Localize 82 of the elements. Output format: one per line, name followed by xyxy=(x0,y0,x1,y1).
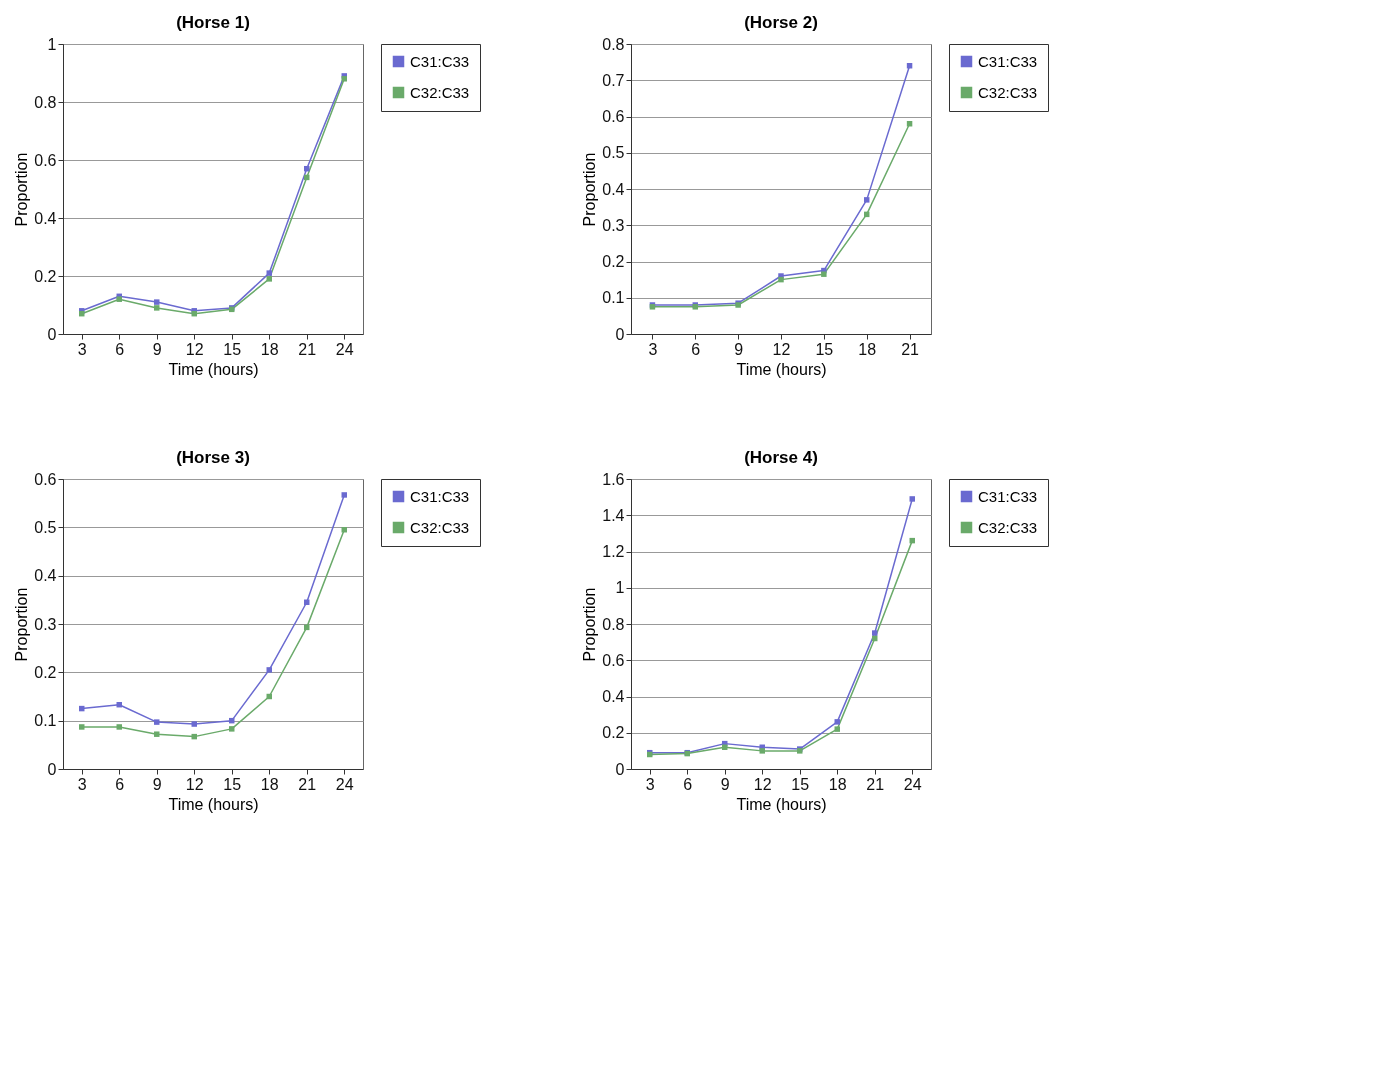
legend-label: C32:C33 xyxy=(410,518,470,536)
y-tick-label: 0.4 xyxy=(602,688,625,705)
x-tick-label: 9 xyxy=(152,775,162,793)
x-axis-title: Time (hours) xyxy=(168,360,259,378)
x-tick-label: 21 xyxy=(866,775,885,793)
x-tick-label: 24 xyxy=(903,775,922,793)
y-tick-label: 0.2 xyxy=(34,663,57,681)
y-tick-label: 0.4 xyxy=(34,209,57,227)
y-tick-label: 0.2 xyxy=(602,724,625,742)
y-tick-label: 0.2 xyxy=(34,267,57,285)
y-axis-title: Proportion xyxy=(581,587,599,662)
chart-title: (Horse 4) xyxy=(744,448,818,467)
x-tick-label: 21 xyxy=(901,340,920,358)
legend-label: C32:C33 xyxy=(410,83,470,101)
x-tick-label: 15 xyxy=(791,775,810,793)
x-tick-label: 6 xyxy=(115,340,125,358)
y-tick-label: 1.6 xyxy=(602,470,625,488)
x-tick-label: 12 xyxy=(753,775,772,793)
x-tick-label: 6 xyxy=(691,340,701,358)
y-tick-label: 0.5 xyxy=(602,144,625,162)
y-tick-label: 0.6 xyxy=(34,151,57,169)
x-tick-label: 24 xyxy=(335,775,354,793)
y-tick-label: 0.5 xyxy=(34,518,57,536)
y-tick-label: 1 xyxy=(615,579,625,597)
y-tick-label: 0.1 xyxy=(34,712,57,730)
x-tick-label: 18 xyxy=(858,340,877,358)
y-tick-label: 0 xyxy=(47,325,57,343)
x-tick-label: 3 xyxy=(77,775,87,793)
x-tick-label: 15 xyxy=(815,340,834,358)
x-tick-label: 12 xyxy=(185,775,204,793)
x-tick-label: 6 xyxy=(683,775,693,793)
x-tick-label: 24 xyxy=(335,340,354,358)
y-tick-label: 0.8 xyxy=(602,615,625,633)
chart-title: (Horse 3) xyxy=(176,448,250,467)
y-axis-title: Proportion xyxy=(13,152,31,227)
legend-label: C31:C33 xyxy=(410,487,470,505)
x-tick-label: 6 xyxy=(115,775,125,793)
y-tick-label: 0.4 xyxy=(34,567,57,585)
x-axis-title: Time (hours) xyxy=(736,360,827,378)
x-tick-label: 9 xyxy=(152,340,162,358)
x-tick-label: 3 xyxy=(645,775,655,793)
x-tick-label: 15 xyxy=(223,340,242,358)
y-tick-label: 0 xyxy=(47,760,57,778)
y-tick-label: 0 xyxy=(615,760,625,778)
y-tick-label: 1 xyxy=(47,35,57,53)
y-tick-label: 0.3 xyxy=(602,216,625,234)
y-tick-label: 1.4 xyxy=(602,506,625,524)
y-tick-label: 0.7 xyxy=(602,71,625,89)
chart-title: (Horse 1) xyxy=(176,13,250,32)
x-tick-label: 18 xyxy=(260,775,279,793)
x-axis-title: Time (hours) xyxy=(168,795,259,813)
y-tick-label: 0.8 xyxy=(34,93,57,111)
chart-title: (Horse 2) xyxy=(744,13,818,32)
x-tick-label: 3 xyxy=(77,340,87,358)
x-tick-label: 9 xyxy=(720,775,730,793)
x-tick-label: 18 xyxy=(260,340,279,358)
y-tick-label: 1.2 xyxy=(602,543,625,560)
legend-label: C32:C33 xyxy=(978,83,1038,101)
x-tick-label: 21 xyxy=(298,775,317,793)
x-tick-label: 18 xyxy=(828,775,847,793)
legend-label: C32:C33 xyxy=(978,518,1038,536)
y-tick-label: 0.6 xyxy=(602,651,625,669)
x-axis-title: Time (hours) xyxy=(736,795,827,813)
legend-label: C31:C33 xyxy=(978,487,1038,505)
y-tick-label: 0.6 xyxy=(34,470,57,488)
y-tick-label: 0.1 xyxy=(602,289,625,307)
x-tick-label: 3 xyxy=(648,340,658,358)
y-tick-label: 0.4 xyxy=(602,180,625,198)
y-axis-title: Proportion xyxy=(581,152,599,227)
y-tick-label: 0.2 xyxy=(602,253,625,270)
y-tick-label: 0.8 xyxy=(602,35,625,53)
x-tick-label: 21 xyxy=(298,340,317,358)
x-tick-label: 12 xyxy=(185,340,204,358)
x-tick-label: 12 xyxy=(772,340,791,358)
y-axis-title: Proportion xyxy=(13,587,31,662)
y-tick-label: 0.6 xyxy=(602,108,625,125)
legend-label: C31:C33 xyxy=(978,52,1038,70)
legend-label: C31:C33 xyxy=(410,52,470,70)
y-tick-label: 0 xyxy=(615,325,625,343)
y-tick-label: 0.3 xyxy=(34,615,57,633)
x-tick-label: 15 xyxy=(223,775,242,793)
x-tick-label: 9 xyxy=(734,340,744,358)
